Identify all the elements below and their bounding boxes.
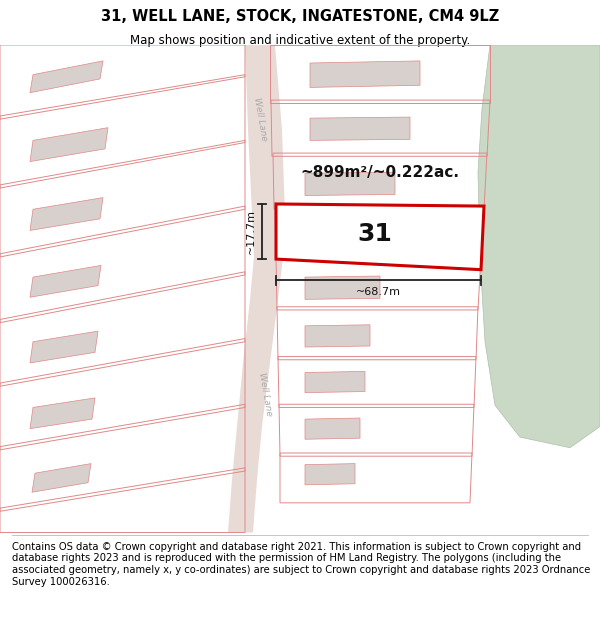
Polygon shape [32, 464, 91, 492]
Polygon shape [305, 325, 370, 347]
Polygon shape [30, 127, 108, 162]
Text: 31: 31 [358, 222, 392, 246]
Polygon shape [310, 61, 420, 88]
Polygon shape [305, 276, 380, 299]
Polygon shape [478, 45, 600, 448]
Text: ~68.7m: ~68.7m [356, 287, 401, 297]
Polygon shape [305, 418, 360, 439]
Polygon shape [228, 45, 285, 532]
Polygon shape [30, 331, 98, 363]
Polygon shape [310, 117, 410, 141]
Polygon shape [30, 61, 103, 92]
Text: ~17.7m: ~17.7m [246, 209, 256, 254]
Text: Well Lane: Well Lane [252, 97, 268, 142]
Text: 31, WELL LANE, STOCK, INGATESTONE, CM4 9LZ: 31, WELL LANE, STOCK, INGATESTONE, CM4 9… [101, 9, 499, 24]
Polygon shape [30, 398, 95, 429]
Polygon shape [276, 204, 484, 269]
Polygon shape [30, 198, 103, 231]
Text: Well Lane: Well Lane [257, 372, 273, 417]
Text: Contains OS data © Crown copyright and database right 2021. This information is : Contains OS data © Crown copyright and d… [12, 542, 590, 586]
Polygon shape [305, 464, 355, 485]
Text: Map shows position and indicative extent of the property.: Map shows position and indicative extent… [130, 34, 470, 47]
Polygon shape [30, 266, 101, 298]
Polygon shape [305, 371, 365, 392]
Text: ~899m²/~0.222ac.: ~899m²/~0.222ac. [301, 164, 460, 179]
Polygon shape [305, 172, 395, 196]
